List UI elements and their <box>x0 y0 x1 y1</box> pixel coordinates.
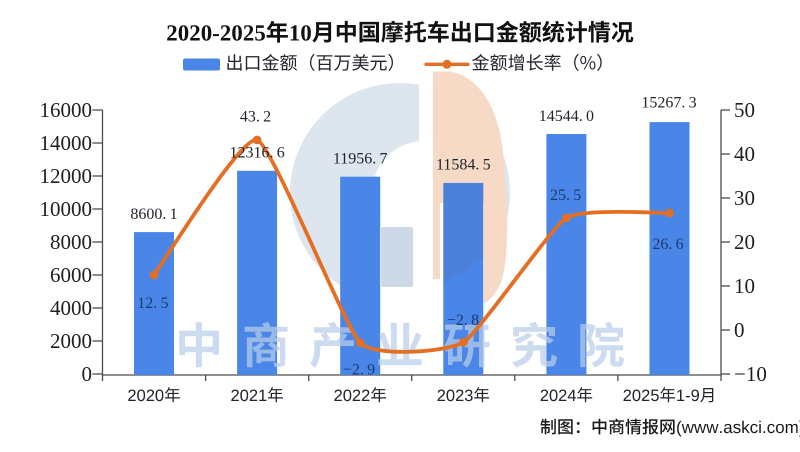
svg-text:−2.9: −2. 9 <box>343 362 375 379</box>
svg-text:2000: 2000 <box>50 329 92 353</box>
svg-text:16000: 16000 <box>40 98 93 122</box>
svg-text:−2.8: −2. 8 <box>447 312 479 329</box>
svg-text:11584.5: 11584. 5 <box>436 157 491 174</box>
svg-text:14544.0: 14544. 0 <box>539 108 594 125</box>
svg-text:12.5: 12. 5 <box>137 295 168 312</box>
svg-text:6000: 6000 <box>50 263 92 287</box>
svg-text:0: 0 <box>734 318 745 342</box>
svg-text:25.5: 25. 5 <box>550 187 581 204</box>
svg-text:12316.6: 12316. 6 <box>230 145 285 162</box>
svg-text:12000: 12000 <box>40 164 93 188</box>
svg-text:11956.7: 11956. 7 <box>333 151 388 168</box>
svg-text:4000: 4000 <box>50 296 92 320</box>
svg-text:8000: 8000 <box>50 230 92 254</box>
svg-text:15267.3: 15267. 3 <box>641 95 696 112</box>
svg-text:30: 30 <box>734 186 755 210</box>
svg-text:14000: 14000 <box>40 131 93 155</box>
svg-text:20: 20 <box>734 230 755 254</box>
svg-text:43.2: 43. 2 <box>240 108 271 125</box>
svg-text:−10: −10 <box>734 362 767 386</box>
svg-text:10: 10 <box>734 274 755 298</box>
svg-text:50: 50 <box>734 98 755 122</box>
svg-text:10000: 10000 <box>40 197 93 221</box>
svg-text:26.6: 26. 6 <box>652 236 683 253</box>
svg-text:0: 0 <box>82 362 93 386</box>
svg-text:40: 40 <box>734 142 755 166</box>
svg-text:8600.1: 8600. 1 <box>130 206 177 223</box>
